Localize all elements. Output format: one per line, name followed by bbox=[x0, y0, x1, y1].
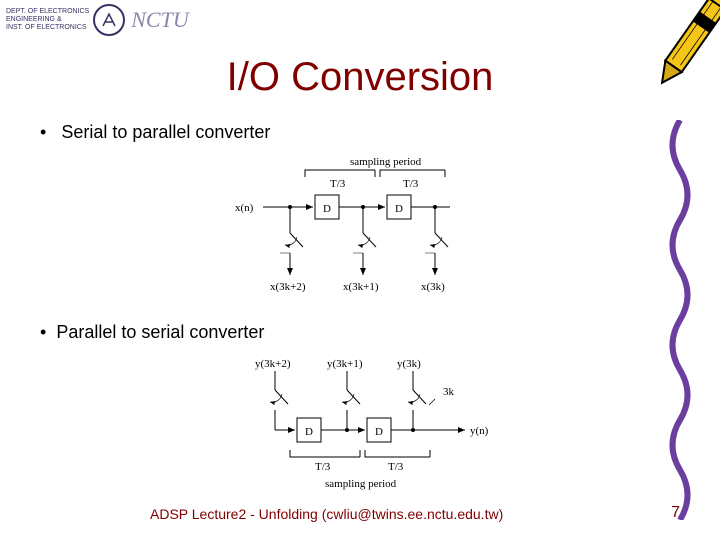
dept-line3: INST. OF ELECTRONICS bbox=[6, 24, 89, 32]
d2-box-2: D bbox=[375, 426, 383, 438]
d-box-1: D bbox=[323, 203, 331, 215]
out-x3k2: x(3k+2) bbox=[270, 281, 306, 293]
input-xn: x(n) bbox=[235, 202, 254, 214]
t3-2a: T/3 bbox=[315, 461, 331, 473]
bullet1-text: Serial to parallel converter bbox=[61, 122, 270, 142]
t3-label-b: T/3 bbox=[403, 178, 419, 190]
in-y3k1: y(3k+1) bbox=[327, 358, 363, 370]
in-y3k2: y(3k+2) bbox=[255, 358, 291, 370]
page-title: I/O Conversion bbox=[0, 55, 720, 100]
t3-2b: T/3 bbox=[388, 461, 404, 473]
parallel-to-serial-diagram: y(3k+2) y(3k+1) y(3k) 3k D D y(n) T/3 bbox=[235, 355, 495, 490]
serial-to-parallel-diagram: sampling period T/3 T/3 x(n) D D x(3k+ bbox=[235, 155, 495, 310]
out-x3k1: x(3k+1) bbox=[343, 281, 379, 293]
bullet2-text: Parallel to serial converter bbox=[56, 322, 264, 342]
logo-icon bbox=[93, 4, 125, 36]
out-x3k: x(3k) bbox=[421, 281, 445, 293]
header: DEPT. OF ELECTRONICS ENGINEERING & INST.… bbox=[6, 4, 189, 36]
dept-line2: ENGINEERING & bbox=[6, 16, 89, 24]
dept-text: DEPT. OF ELECTRONICS ENGINEERING & INST.… bbox=[6, 8, 89, 31]
bullet-parallel-to-serial: • Parallel to serial converter bbox=[40, 322, 264, 343]
d-box-2: D bbox=[395, 203, 403, 215]
tick-3k: 3k bbox=[443, 386, 455, 398]
nctu-label: NCTU bbox=[131, 7, 188, 33]
squiggle-decoration bbox=[660, 120, 700, 520]
t3-label-a: T/3 bbox=[330, 178, 346, 190]
sampling-period-2: sampling period bbox=[325, 478, 397, 490]
in-y3k: y(3k) bbox=[397, 358, 421, 370]
d2-box-1: D bbox=[305, 426, 313, 438]
footer-text: ADSP Lecture2 - Unfolding (cwliu@twins.e… bbox=[150, 506, 503, 522]
dept-line1: DEPT. OF ELECTRONICS bbox=[6, 8, 89, 16]
output-yn: y(n) bbox=[470, 425, 489, 437]
page-number: 7 bbox=[671, 504, 680, 522]
bullet-serial-to-parallel: • Serial to parallel converter bbox=[40, 122, 270, 143]
sampling-period-label: sampling period bbox=[350, 156, 422, 168]
